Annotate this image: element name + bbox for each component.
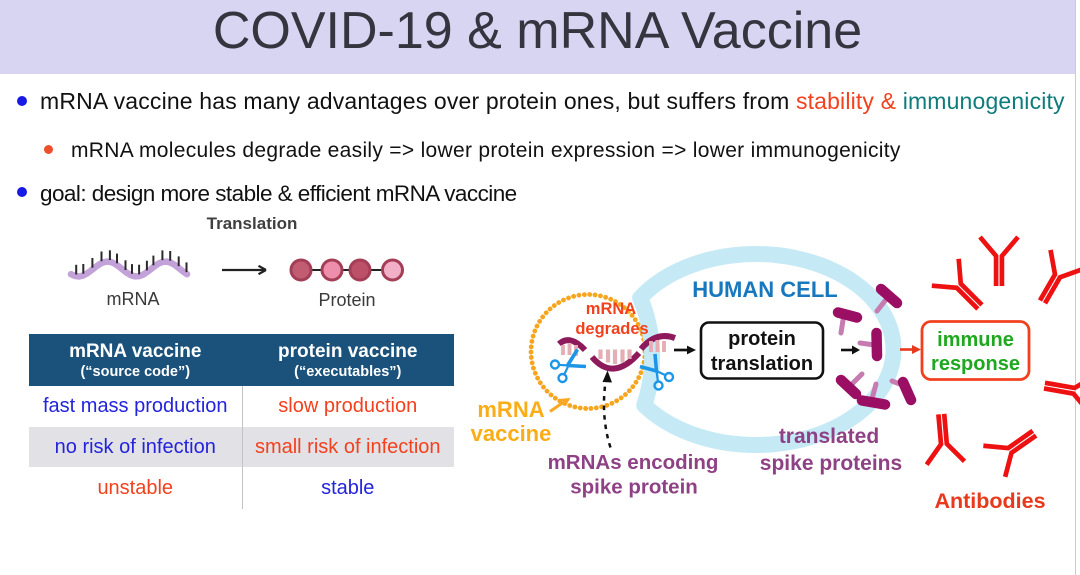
svg-text:mRNA: mRNA <box>477 397 544 422</box>
svg-text:spike protein: spike protein <box>570 476 698 499</box>
svg-text:mRNA: mRNA <box>107 289 160 309</box>
svg-text:immune: immune <box>937 329 1014 351</box>
svg-text:vaccine: vaccine <box>471 421 552 446</box>
svg-text:degrades: degrades <box>575 320 648 338</box>
svg-text:spike proteins: spike proteins <box>760 452 902 475</box>
svg-text:Translation: Translation <box>207 214 298 233</box>
svg-text:translation: translation <box>711 353 813 375</box>
svg-text:Antibodies: Antibodies <box>934 489 1045 513</box>
svg-text:HUMAN CELL: HUMAN CELL <box>692 277 837 302</box>
svg-text:translated: translated <box>779 425 879 448</box>
svg-text:protein: protein <box>728 328 796 350</box>
svg-text:Protein: Protein <box>318 290 375 310</box>
svg-text:mRNA: mRNA <box>586 300 637 318</box>
svg-text:response: response <box>931 353 1020 375</box>
svg-text:mRNAs encoding: mRNAs encoding <box>548 451 719 474</box>
